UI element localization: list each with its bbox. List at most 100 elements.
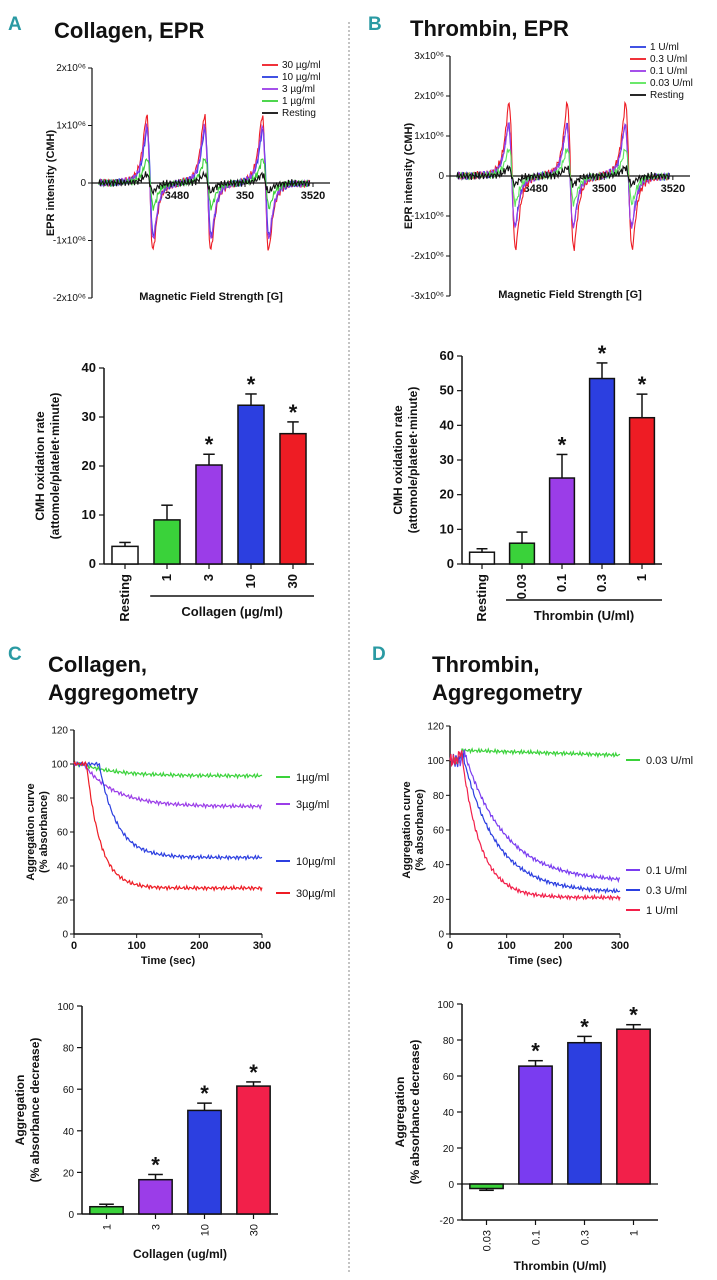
- x-category-label: 3: [151, 1224, 163, 1230]
- y-tick-label: 100: [51, 760, 68, 771]
- y-tick-label: 60: [440, 348, 454, 363]
- significance-star: *: [638, 372, 647, 397]
- group-label: Collagen (µg/ml): [181, 604, 282, 619]
- legend-label: 1 U/ml: [650, 42, 679, 53]
- y-axis-title-line1: CMH oxidation rate: [391, 405, 405, 515]
- x-tick-label: 200: [554, 940, 572, 952]
- x-category-label: 30: [285, 574, 300, 588]
- x-category-label: 10: [200, 1224, 212, 1236]
- legend-label: 1µg/ml: [296, 772, 329, 784]
- bar-1: [89, 1205, 124, 1215]
- y-axis-title-line2: (% absorbance decrease): [408, 1040, 422, 1185]
- panel-letter-a: A: [8, 14, 22, 35]
- y-tick-label: 0: [68, 1210, 74, 1221]
- x-category-label: 10: [243, 574, 258, 588]
- legend-label: 10µg/ml: [296, 856, 335, 868]
- y-axis-title-line2: (% absorbance decrease): [28, 1038, 42, 1183]
- y-tick-label: 80: [433, 791, 445, 802]
- legend-label: Resting: [282, 108, 316, 119]
- bar-10: [187, 1109, 222, 1215]
- x-category-label: 0.1: [554, 574, 569, 592]
- y-axis-title-line1: Aggregation curve: [401, 781, 413, 878]
- legend-label: 30µg/ml: [296, 888, 335, 900]
- y-tick-label: 20: [57, 896, 69, 907]
- panel-letter-d: D: [372, 644, 386, 665]
- y-tick-label: 0: [438, 930, 444, 941]
- y-tick-label: 60: [63, 1085, 75, 1096]
- bar-1: [628, 416, 656, 565]
- x-category-label: 30: [249, 1224, 261, 1236]
- significance-star: *: [249, 1060, 258, 1085]
- x-category-label: 0.03: [514, 574, 529, 599]
- significance-star: *: [200, 1081, 209, 1106]
- y-axis-title: EPR intensity (CMH): [403, 122, 415, 229]
- bar-Resting: [111, 545, 139, 565]
- panel-title-a: Collagen, EPR: [54, 18, 204, 43]
- group-label: Thrombin (U/ml): [534, 608, 634, 623]
- y-axis-title-line1: Aggregation curve: [25, 783, 37, 880]
- y-tick-label: 80: [63, 1044, 75, 1055]
- bar-30: [279, 432, 307, 565]
- y-tick-label: 10: [440, 521, 454, 536]
- y-tick-label: 20: [440, 487, 454, 502]
- x-tick-label: 300: [253, 940, 271, 952]
- series-line-1: [449, 749, 621, 884]
- y-tick-label: 10: [82, 507, 96, 522]
- legend-label: 1 µg/ml: [282, 96, 315, 107]
- y-axis-title-line2: (attomole/platelet·minute): [48, 393, 62, 540]
- legend-label: 0.03 U/ml: [650, 78, 693, 89]
- y-tick-label: 20: [82, 458, 96, 473]
- x-tick-label: 100: [127, 940, 145, 952]
- x-category-label: 0.3: [594, 574, 609, 592]
- x-category-label: 1: [629, 1230, 641, 1236]
- series-line-2: [98, 123, 311, 240]
- y-axis-title-line1: Aggregation: [393, 1077, 407, 1148]
- x-tick-label: 3480: [165, 190, 189, 202]
- y-tick-label: 60: [433, 826, 445, 837]
- legend-label: 3 µg/ml: [282, 84, 315, 95]
- y-tick-label: 100: [57, 1002, 74, 1013]
- x-axis-title: Collagen (ug/ml): [133, 1247, 227, 1261]
- x-axis-title: Thrombin (U/ml): [514, 1259, 607, 1273]
- y-tick-label: 40: [57, 862, 69, 873]
- bar-0.3: [588, 377, 616, 565]
- x-tick-label: 350: [236, 190, 254, 202]
- bar-3: [138, 1178, 173, 1215]
- bar-0.03: [508, 542, 536, 565]
- x-category-label: 3: [201, 574, 216, 581]
- y-tick-label: -2x10⁰⁶: [53, 293, 86, 304]
- x-category-label: Resting: [117, 574, 132, 622]
- y-tick-label: 40: [443, 1108, 455, 1119]
- y-tick-label: 80: [57, 794, 69, 805]
- y-tick-label: 50: [440, 383, 454, 398]
- y-tick-label: 60: [57, 828, 69, 839]
- x-category-label: 0.1: [531, 1230, 543, 1245]
- y-axis-title-line2: (attomole/platelet·minute): [406, 387, 420, 534]
- y-tick-label: 2x10⁰⁶: [56, 63, 86, 74]
- y-tick-label: 0: [89, 556, 96, 571]
- bar-0.1: [518, 1065, 553, 1185]
- x-category-label: 1: [102, 1224, 114, 1230]
- y-tick-label: 120: [427, 722, 444, 733]
- y-tick-label: 20: [63, 1168, 75, 1179]
- y-axis-title-line1: Aggregation: [13, 1075, 27, 1146]
- x-axis-title: Time (sec): [508, 955, 563, 967]
- x-tick-label: 3500: [592, 183, 616, 195]
- y-tick-label: -2x10⁰⁶: [411, 251, 444, 262]
- legend-label: Resting: [650, 90, 684, 101]
- y-tick-label: -1x10⁰⁶: [411, 211, 444, 222]
- bar-10: [237, 404, 265, 565]
- significance-star: *: [580, 1014, 589, 1039]
- x-tick-label: 0: [447, 940, 453, 952]
- legend-label: 0.03 U/ml: [646, 755, 693, 767]
- x-category-label: 1: [634, 574, 649, 581]
- series-line-4: [456, 164, 670, 189]
- significance-star: *: [151, 1152, 160, 1177]
- y-tick-label: 80: [443, 1036, 455, 1047]
- bar-3: [195, 464, 223, 565]
- y-tick-label: 30: [440, 452, 454, 467]
- legend-label: 0.3 U/ml: [646, 885, 687, 897]
- significance-star: *: [247, 372, 256, 397]
- y-tick-label: 100: [427, 756, 444, 767]
